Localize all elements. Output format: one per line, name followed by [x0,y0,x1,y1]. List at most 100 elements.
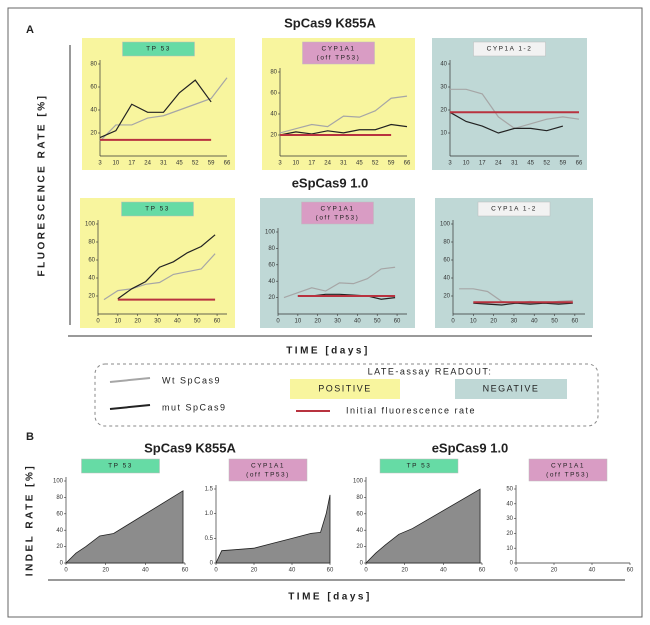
x-tick-label: 60 [182,568,189,574]
badge-subtitle: (off TP53) [546,472,590,479]
badge-title: TP 53 [146,46,171,53]
x-tick-label: 3 [278,161,282,167]
badge-subtitle: (off TP53) [317,55,361,62]
x-axis-label: TIME [days] [288,592,372,603]
x-tick-label: 60 [627,568,634,574]
x-axis-label: TIME [days] [286,346,370,357]
x-tick-label: 30 [511,319,518,325]
legend-swatch [109,377,151,383]
y-tick-label: 20 [356,544,363,550]
panel-background [80,198,235,328]
y-tick-label: 100 [265,230,276,236]
panel-label: A [26,24,34,36]
badge-title: CYP1A 1-2 [491,206,537,213]
y-axis-label: INDEL RATE [%] [25,464,36,576]
badge [528,458,608,482]
series-line [99,79,212,139]
x-tick-label: 24 [495,161,502,167]
x-tick-label: 24 [324,161,331,167]
y-tick-label: 10 [440,131,447,137]
x-tick-label: 31 [340,161,347,167]
x-tick-label: 20 [134,319,141,325]
y-tick-label: 80 [270,70,277,76]
badge [122,41,195,57]
x-tick-label: 52 [372,161,379,167]
frame [7,7,643,618]
y-tick-label: 100 [53,479,64,485]
panel-background [435,198,593,328]
y-tick-label: 100 [353,479,364,485]
x-tick-label: 50 [194,319,201,325]
y-tick-label: 20 [88,294,95,300]
x-tick-label: 60 [479,568,486,574]
y-tick-label: 80 [88,240,95,246]
series-line [279,95,408,134]
x-tick-label: 10 [115,319,122,325]
x-tick-label: 0 [364,568,368,574]
y-tick-label: 40 [268,279,275,285]
row-title: SpCas9 K855A [284,15,376,30]
x-tick-label: 40 [531,319,538,325]
y-tick-label: 80 [443,240,450,246]
legend-label: POSITIVE [318,383,372,393]
y-tick-label: 0 [510,561,514,567]
y-tick-label: 60 [356,511,363,517]
y-tick-label: 20 [270,133,277,139]
y-tick-label: 80 [90,62,97,68]
x-tick-label: 17 [308,161,315,167]
x-tick-label: 10 [470,319,477,325]
badge-title: TP 53 [108,463,133,470]
x-tick-label: 45 [527,161,534,167]
y-tick-label: 20 [506,531,513,537]
legend-label: NEGATIVE [483,383,540,393]
x-tick-label: 66 [576,161,583,167]
badge-title: CYP1A1 [322,46,356,53]
y-tick-label: 60 [270,91,277,97]
legend-swatch [109,404,151,410]
badge-title: TP 53 [407,463,432,470]
legend-label: mut SpCas9 [162,402,227,412]
y-tick-label: 30 [506,516,513,522]
x-tick-label: 66 [224,161,231,167]
x-tick-label: 10 [295,319,302,325]
series-line [117,234,216,300]
x-tick-label: 60 [214,319,221,325]
y-tick-label: 80 [56,495,63,501]
y-tick-label: 60 [88,258,95,264]
y-tick-label: 20 [443,294,450,300]
legend-heading: LATE-assay READOUT: [368,366,493,376]
badge-title: CYP1A1 [551,463,585,470]
x-tick-label: 0 [96,319,100,325]
series-line [473,302,573,306]
x-tick-label: 40 [589,568,596,574]
x-tick-label: 20 [551,568,558,574]
x-tick-label: 20 [401,568,408,574]
series-line [283,266,396,299]
y-tick-label: 0 [210,561,214,567]
y-tick-label: 40 [90,108,97,114]
y-tick-label: 20 [56,544,63,550]
y-tick-label: 60 [56,511,63,517]
y-tick-label: 60 [268,262,275,268]
x-tick-label: 40 [289,568,296,574]
x-tick-label: 3 [98,161,102,167]
badge-subtitle: (off TP53) [316,215,360,222]
x-tick-label: 0 [214,568,218,574]
badge-title: CYP1A 1-2 [487,46,533,53]
area [65,490,184,564]
legend-swatch [290,379,400,399]
y-tick-label: 100 [85,222,96,228]
badge [81,458,160,474]
y-tick-label: 20 [268,295,275,301]
x-tick-label: 0 [64,568,68,574]
x-tick-label: 40 [142,568,149,574]
y-axis-label: FLUORESCENCE RATE [%] [37,94,48,277]
y-tick-label: 1.5 [205,487,214,493]
x-tick-label: 31 [511,161,518,167]
badge [121,201,194,217]
badge [379,458,459,474]
x-tick-label: 0 [451,319,455,325]
x-tick-label: 45 [176,161,183,167]
panel-background [432,38,587,170]
